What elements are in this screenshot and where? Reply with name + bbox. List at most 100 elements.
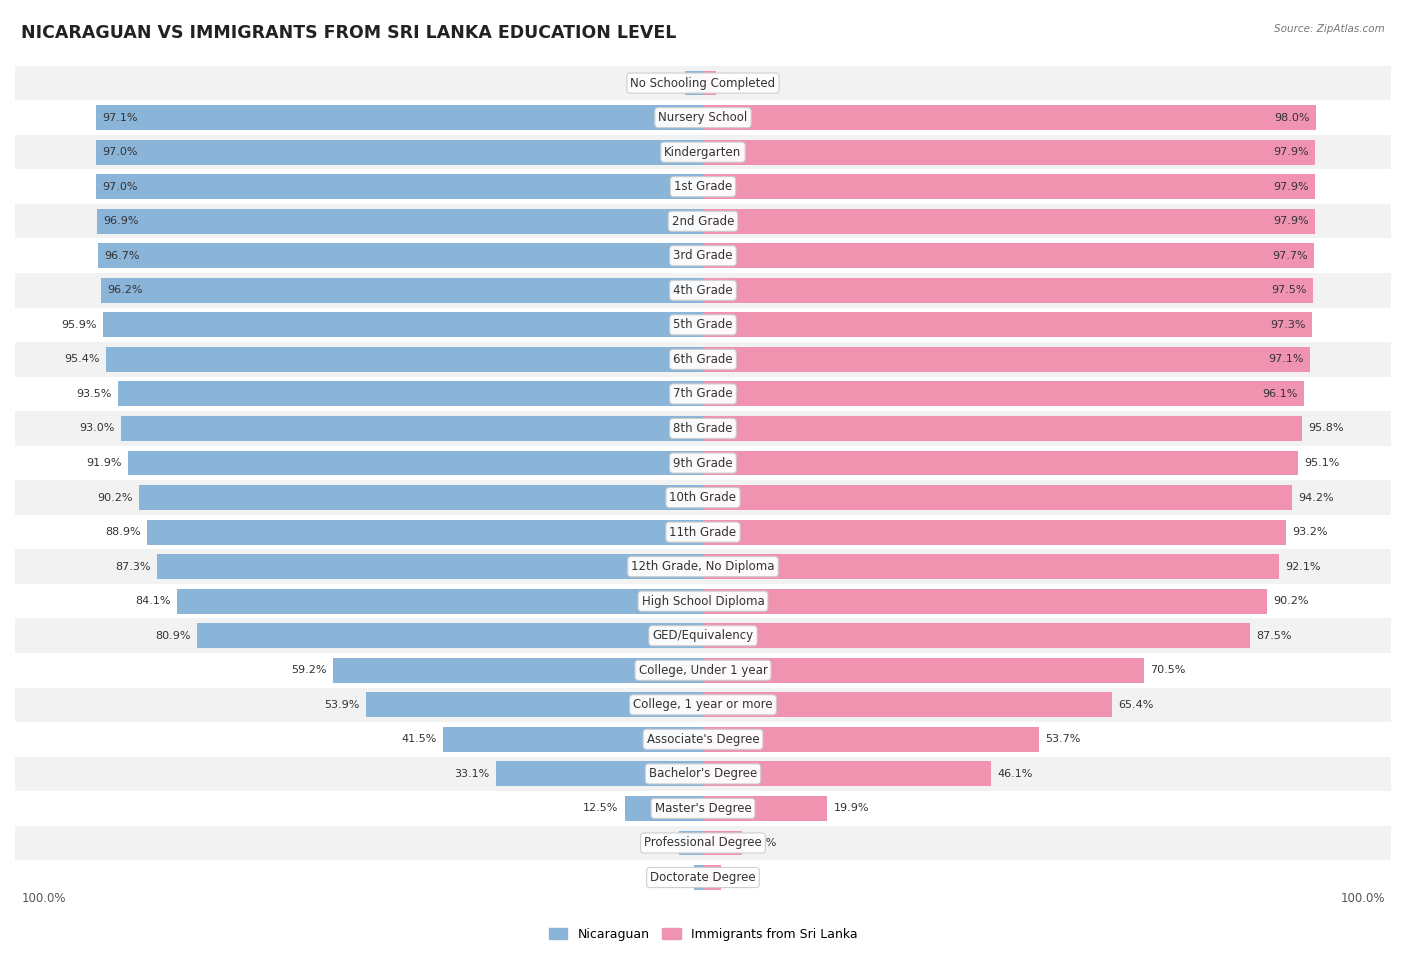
Text: GED/Equivalency: GED/Equivalency: [652, 629, 754, 643]
Bar: [703, 105, 1316, 130]
Bar: [98, 244, 703, 268]
Bar: [15, 239, 1391, 273]
Bar: [693, 865, 703, 890]
Bar: [15, 687, 1391, 722]
Text: Bachelor's Degree: Bachelor's Degree: [650, 767, 756, 780]
Bar: [679, 831, 703, 855]
Bar: [703, 70, 716, 96]
Bar: [15, 307, 1391, 342]
Text: 93.2%: 93.2%: [1292, 527, 1327, 537]
Bar: [157, 554, 703, 579]
Bar: [15, 653, 1391, 687]
Text: 9th Grade: 9th Grade: [673, 456, 733, 470]
Text: 46.1%: 46.1%: [998, 769, 1033, 779]
Text: 2.8%: 2.8%: [727, 873, 755, 882]
Bar: [97, 209, 703, 234]
Bar: [15, 481, 1391, 515]
Bar: [15, 411, 1391, 446]
Text: 80.9%: 80.9%: [155, 631, 191, 641]
Bar: [703, 761, 991, 786]
Text: NICARAGUAN VS IMMIGRANTS FROM SRI LANKA EDUCATION LEVEL: NICARAGUAN VS IMMIGRANTS FROM SRI LANKA …: [21, 24, 676, 42]
Text: 97.7%: 97.7%: [1272, 251, 1308, 260]
Bar: [703, 623, 1250, 648]
Text: 11th Grade: 11th Grade: [669, 526, 737, 538]
Bar: [15, 860, 1391, 895]
Bar: [703, 486, 1292, 510]
Text: 59.2%: 59.2%: [291, 665, 326, 676]
Bar: [177, 589, 703, 613]
Bar: [366, 692, 703, 718]
Text: 12.5%: 12.5%: [583, 803, 619, 813]
Text: 93.0%: 93.0%: [80, 423, 115, 434]
Text: 65.4%: 65.4%: [1118, 700, 1154, 710]
Text: 98.0%: 98.0%: [1274, 112, 1310, 123]
Text: 6.2%: 6.2%: [748, 838, 776, 848]
Bar: [15, 342, 1391, 376]
Bar: [121, 416, 703, 441]
Bar: [15, 584, 1391, 618]
Text: 70.5%: 70.5%: [1150, 665, 1185, 676]
Bar: [443, 727, 703, 752]
Bar: [15, 170, 1391, 204]
Bar: [15, 722, 1391, 757]
Bar: [703, 244, 1315, 268]
Text: 87.5%: 87.5%: [1257, 631, 1292, 641]
Text: 8th Grade: 8th Grade: [673, 422, 733, 435]
Bar: [15, 549, 1391, 584]
Text: 100.0%: 100.0%: [1340, 892, 1385, 906]
Text: 53.7%: 53.7%: [1045, 734, 1080, 744]
Text: 94.2%: 94.2%: [1298, 492, 1334, 502]
Bar: [703, 520, 1286, 545]
Text: 87.3%: 87.3%: [115, 562, 150, 571]
Text: 95.1%: 95.1%: [1303, 458, 1340, 468]
Bar: [15, 376, 1391, 411]
Bar: [15, 446, 1391, 481]
Text: 96.9%: 96.9%: [103, 216, 139, 226]
Bar: [96, 175, 703, 199]
Text: 97.3%: 97.3%: [1270, 320, 1305, 330]
Text: 91.9%: 91.9%: [86, 458, 122, 468]
Bar: [15, 204, 1391, 239]
Bar: [685, 70, 703, 96]
Bar: [703, 554, 1279, 579]
Text: Source: ZipAtlas.com: Source: ZipAtlas.com: [1274, 24, 1385, 34]
Text: 96.7%: 96.7%: [104, 251, 141, 260]
Bar: [107, 347, 703, 371]
Bar: [703, 658, 1144, 682]
Text: 3rd Grade: 3rd Grade: [673, 250, 733, 262]
Text: 92.1%: 92.1%: [1285, 562, 1320, 571]
Text: 93.5%: 93.5%: [76, 389, 112, 399]
Text: 2.9%: 2.9%: [650, 78, 679, 88]
Text: 100.0%: 100.0%: [21, 892, 66, 906]
Bar: [624, 796, 703, 821]
Bar: [703, 278, 1313, 303]
Bar: [96, 139, 703, 165]
Bar: [103, 312, 703, 337]
Bar: [703, 796, 828, 821]
Bar: [703, 347, 1310, 371]
Bar: [703, 831, 742, 855]
Bar: [15, 515, 1391, 549]
Text: No Schooling Completed: No Schooling Completed: [630, 77, 776, 90]
Text: 53.9%: 53.9%: [325, 700, 360, 710]
Text: 19.9%: 19.9%: [834, 803, 869, 813]
Text: Kindergarten: Kindergarten: [665, 145, 741, 159]
Bar: [703, 692, 1112, 718]
Text: 97.1%: 97.1%: [103, 112, 138, 123]
Text: 5th Grade: 5th Grade: [673, 319, 733, 332]
Bar: [15, 100, 1391, 135]
Text: 41.5%: 41.5%: [402, 734, 437, 744]
Bar: [15, 618, 1391, 653]
Text: Doctorate Degree: Doctorate Degree: [650, 871, 756, 884]
Text: 1.5%: 1.5%: [659, 873, 688, 882]
Text: 95.8%: 95.8%: [1309, 423, 1344, 434]
Bar: [15, 757, 1391, 791]
Bar: [118, 381, 703, 407]
Text: 84.1%: 84.1%: [135, 596, 170, 606]
Text: 97.9%: 97.9%: [1274, 216, 1309, 226]
Text: 97.9%: 97.9%: [1274, 147, 1309, 157]
Bar: [333, 658, 703, 682]
Text: 6th Grade: 6th Grade: [673, 353, 733, 366]
Text: 88.9%: 88.9%: [105, 527, 141, 537]
Text: 90.2%: 90.2%: [1274, 596, 1309, 606]
